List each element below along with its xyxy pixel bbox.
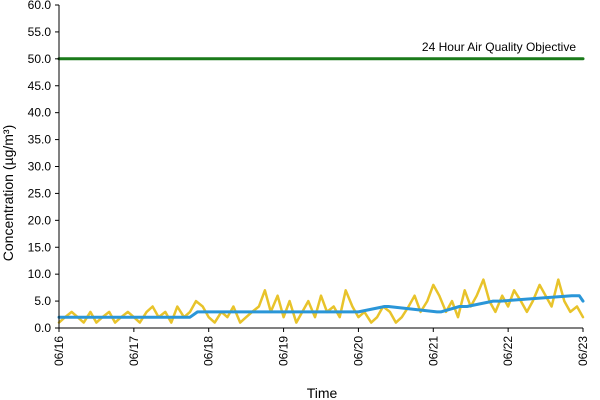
- x-tick-label: 06/22: [501, 336, 515, 366]
- y-tick-label: 30.0: [28, 160, 52, 174]
- x-tick-label: 06/21: [426, 336, 440, 366]
- y-tick-label: 5.0: [34, 294, 51, 308]
- x-tick-label: 06/18: [202, 336, 216, 366]
- y-tick-label: 60.0: [28, 0, 52, 12]
- y-tick-label: 50.0: [28, 52, 52, 66]
- y-tick-label: 0.0: [34, 321, 51, 335]
- y-tick-label: 20.0: [28, 213, 52, 227]
- y-tick-label: 35.0: [28, 133, 52, 147]
- y-tick-label: 55.0: [28, 25, 52, 39]
- x-tick-label: 06/23: [576, 336, 590, 366]
- y-tick-label: 15.0: [28, 240, 52, 254]
- axis-layer: 0.0 5.0 10.0 15.0 20.0 25.0 30.0 35.0 40.0 45.0 50…: [28, 0, 590, 366]
- x-tick-label: 06/16: [52, 336, 66, 366]
- y-tick-label: 25.0: [28, 186, 52, 200]
- series-line-hourly: [57, 278, 585, 324]
- x-tick-label: 06/17: [127, 336, 141, 366]
- y-tick-label: 10.0: [28, 267, 52, 281]
- objective-annotation: 24 Hour Air Quality Objective: [422, 40, 576, 54]
- series-line-average: [57, 294, 585, 319]
- x-tick-label: 06/20: [351, 336, 365, 366]
- series-layer: [57, 57, 585, 324]
- y-tick-label: 45.0: [28, 79, 52, 93]
- y-tick-label: 40.0: [28, 106, 52, 120]
- x-axis-title: Time: [307, 385, 338, 400]
- x-tick-label: 06/19: [277, 336, 291, 366]
- y-axis-title: Concentration (µg/m³): [0, 125, 16, 261]
